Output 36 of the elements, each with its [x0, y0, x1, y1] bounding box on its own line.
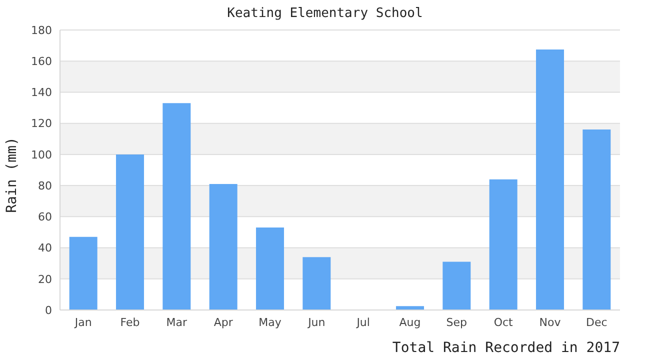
y-tick-label: 140 — [31, 86, 52, 100]
y-tick-label: 100 — [31, 148, 52, 162]
y-axis-title: Rain (mm) — [4, 137, 20, 213]
bar — [256, 228, 284, 310]
x-tick-label: May — [258, 316, 282, 329]
x-tick-label: Feb — [120, 316, 140, 329]
bar — [116, 154, 144, 310]
y-tick-label: 160 — [31, 55, 52, 68]
bar — [536, 49, 564, 310]
y-tick-label: 60 — [38, 210, 52, 224]
y-tick-label: 20 — [38, 272, 52, 286]
x-tick-label: Dec — [586, 316, 608, 329]
y-tick-label: 180 — [31, 24, 52, 37]
bar — [582, 130, 611, 310]
x-tick-label: Aug — [399, 316, 421, 329]
chart-title: Keating Elementary School — [226, 6, 424, 21]
x-tick-label: Jan — [74, 316, 92, 329]
y-tick-label: 80 — [38, 179, 52, 192]
x-tick-label: Jul — [356, 316, 370, 329]
x-tick-label: Jun — [307, 316, 326, 329]
bar — [209, 184, 238, 310]
bar — [162, 103, 191, 310]
x-tick-label: Nov — [539, 316, 562, 329]
x-axis-title: Total Rain Recorded in 2017 — [392, 340, 620, 356]
x-tick-label: Sep — [446, 316, 468, 329]
x-tick-label: Mar — [166, 316, 188, 329]
bar — [69, 236, 98, 310]
y-tick-label: 40 — [38, 242, 52, 255]
y-tick-label: 0 — [45, 304, 52, 317]
x-tick-label: Oct — [494, 316, 514, 329]
bar — [302, 257, 331, 310]
bar — [489, 179, 518, 310]
bar — [442, 262, 471, 310]
bar — [396, 306, 424, 310]
y-tick-label: 120 — [31, 117, 52, 130]
x-tick-label: Apr — [214, 316, 234, 329]
